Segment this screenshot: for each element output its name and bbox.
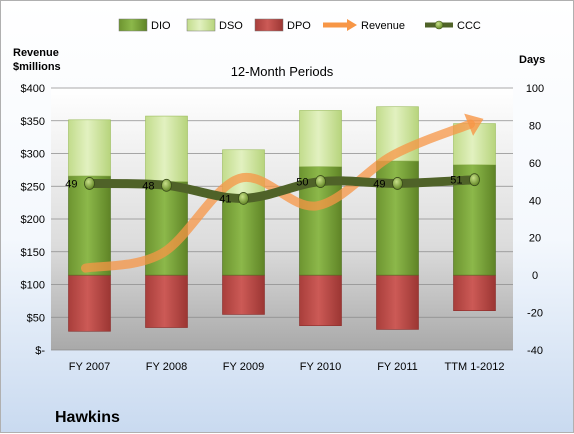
ccc-marker [161, 178, 172, 192]
y-right-axis-title: Days [519, 54, 545, 66]
ccc-marker [469, 173, 480, 187]
dso-bar [299, 110, 342, 167]
ccc-series: 49 48 41 50 49 51 [65, 173, 480, 205]
dpo-bar [453, 274, 496, 311]
company-name: Hawkins [55, 409, 120, 426]
y-right-tick-label: 80 [529, 120, 541, 132]
y-right-tick-label: -20 [527, 308, 543, 320]
y-left-tick-label: $400 [21, 83, 45, 95]
ccc-line [85, 175, 479, 203]
legend-label: DSO [219, 20, 243, 32]
chart-title: 12-Month Periods [231, 64, 334, 79]
legend-label: DIO [151, 20, 171, 32]
dso-bar [145, 115, 188, 182]
y-left-tick-label: $- [35, 345, 45, 357]
ccc-data-label: 49 [373, 178, 385, 190]
y-left-tick-label: $150 [21, 247, 45, 259]
y-right-tick-label: 100 [526, 83, 544, 95]
x-tick-label: FY 2007 [69, 361, 110, 373]
dpo-bar [376, 274, 419, 330]
dio-bar [68, 175, 111, 276]
ccc-data-label: 41 [219, 193, 231, 205]
legend-swatch-dpo [254, 18, 284, 32]
y-right-tick-labels: -40 -20 0 20 40 60 80 100 [526, 83, 544, 357]
y-left-tick-label: $200 [21, 214, 45, 226]
x-tick-label: FY 2009 [223, 361, 264, 373]
x-tick-labels: FY 2007 FY 2008 FY 2009 FY 2010 FY 2011 TTM 1… [69, 361, 505, 373]
y-left-axis-title-line1: Revenue [13, 47, 59, 59]
y-left-tick-label: $100 [21, 280, 45, 292]
legend-arrow-revenue [347, 19, 357, 31]
ccc-data-label: 50 [296, 177, 308, 189]
y-left-tick-label: $50 [27, 312, 45, 324]
dpo-bar [299, 274, 342, 326]
revenue-arrowhead [464, 113, 484, 136]
y-left-axis-title-line2: $millions [13, 61, 61, 73]
legend-swatch-dio [118, 18, 148, 32]
legend-marker-ccc [434, 20, 444, 30]
legend-label: CCC [457, 20, 481, 32]
y-right-tick-label: 60 [529, 158, 541, 170]
legend: DIO DSO DPO Revenue CCC [118, 18, 481, 32]
y-left-tick-label: $350 [21, 116, 45, 128]
y-left-tick-label: $250 [21, 181, 45, 193]
y-right-tick-label: -40 [527, 345, 543, 357]
y-left-tick-labels: $- $50 $100 $150 $200 $250 $300 $350 $400 [21, 83, 46, 357]
legend-label: DPO [287, 20, 311, 32]
ccc-data-label: 51 [450, 175, 462, 187]
ccc-marker [84, 177, 95, 190]
legend-swatch-dso [186, 18, 216, 32]
ccc-marker [392, 177, 403, 190]
legend-label: Revenue [361, 20, 405, 32]
dpo-bar [145, 274, 188, 328]
y-right-tick-label: 40 [529, 195, 541, 207]
x-tick-label: TTM 1-2012 [445, 361, 505, 373]
x-tick-label: FY 2008 [146, 361, 187, 373]
y-left-tick-label: $300 [21, 149, 45, 161]
ccc-data-label: 49 [65, 178, 77, 190]
dpo-bar [68, 274, 111, 332]
y-right-tick-label: 20 [529, 233, 541, 245]
ccc-marker [315, 175, 326, 188]
dso-bar [68, 119, 111, 177]
y-right-tick-label: 0 [532, 270, 538, 282]
dio-bar [222, 196, 265, 276]
ccc-marker [238, 192, 249, 205]
x-tick-label: FY 2011 [377, 361, 418, 373]
x-tick-label: FY 2010 [300, 361, 341, 373]
dpo-bar [222, 274, 265, 315]
ccc-data-label: 48 [142, 180, 154, 192]
